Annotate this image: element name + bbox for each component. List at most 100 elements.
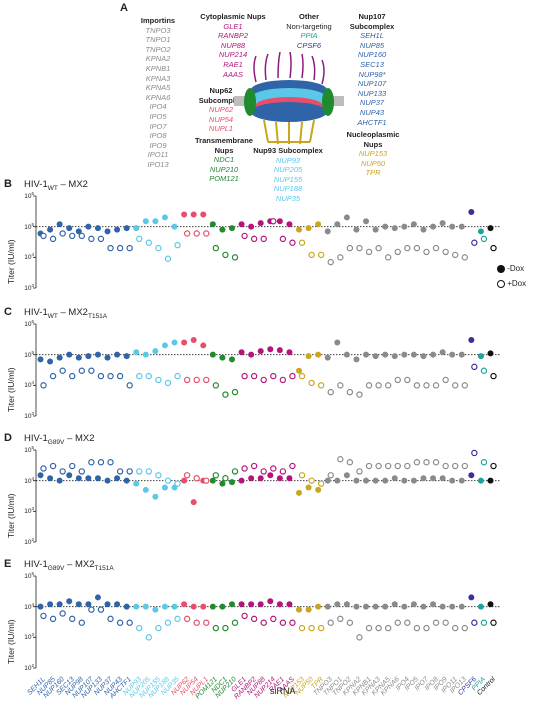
minus-dox-point — [430, 475, 437, 482]
plus-dox-point — [375, 462, 382, 470]
plus-dox-point — [480, 235, 488, 243]
minus-dox-point — [477, 603, 484, 610]
minus-dox-point — [382, 351, 389, 358]
plus-dox-point — [174, 615, 181, 623]
minus-dox-point — [94, 475, 101, 482]
plus-dox-point — [116, 619, 124, 626]
plus-dox-point — [155, 244, 162, 252]
minus-dox-point — [238, 349, 245, 356]
minus-dox-point — [410, 221, 417, 228]
gene-label: NUP133 — [357, 88, 387, 98]
plus-dox-point — [49, 462, 57, 470]
minus-dox-point — [56, 601, 63, 608]
plus-dox-point — [356, 391, 363, 398]
plus-dox-point — [222, 251, 229, 259]
plus-dox-point — [212, 472, 220, 479]
minus-dox-point — [363, 218, 370, 225]
minus-dox-point — [56, 221, 63, 228]
plus-dox-point — [40, 382, 47, 389]
plus-dox-point — [164, 255, 172, 262]
plus-dox-point — [260, 235, 267, 243]
y-tick-label: 104 — [24, 475, 34, 485]
plus-dox-point — [327, 388, 334, 396]
plus-dox-point — [145, 468, 153, 475]
plus-dox-point — [155, 376, 162, 384]
minus-dox-point — [315, 351, 322, 358]
minus-dox-point — [257, 475, 264, 482]
plus-dox-point — [260, 376, 267, 384]
group-title: Transmembrane Nups — [195, 136, 253, 155]
gene-label: SEH1L — [360, 31, 384, 41]
minus-dox-point — [47, 601, 54, 608]
plus-dox-point — [365, 462, 373, 470]
gene-label: TPR — [365, 168, 381, 178]
plus-dox-point — [413, 382, 421, 389]
plus-dox-point — [116, 468, 124, 475]
gene-label: CPSF6 — [296, 40, 322, 50]
nup107-group: Nup107 Subcomplex SEH1L NUP85 NUP160 SEC13 NU… — [340, 12, 404, 127]
gene-label: KPNB1 — [145, 63, 171, 73]
minus-dox-point — [296, 606, 303, 613]
minus-dox-point — [286, 601, 293, 608]
plus-dox-point — [107, 372, 114, 380]
minus-dox-point — [286, 221, 293, 228]
minus-dox-point — [37, 230, 44, 237]
plus-dox-point — [404, 462, 411, 470]
minus-dox-point — [228, 356, 235, 363]
minus-dox-point — [449, 223, 456, 230]
y-axis — [33, 323, 37, 417]
plus-dox-point — [384, 462, 392, 470]
minus-dox-point — [487, 225, 494, 232]
minus-dox-point — [85, 475, 92, 482]
minus-dox-point — [296, 226, 303, 233]
y-tick-label: 106 — [24, 319, 34, 329]
plus-dox-point — [203, 619, 210, 626]
minus-dox-point — [382, 603, 389, 610]
plus-dox-point — [97, 235, 105, 243]
plus-dox-point — [78, 619, 85, 626]
plus-dox-point — [231, 254, 239, 261]
minus-dox-point — [343, 601, 350, 608]
plus-dox-point — [88, 606, 95, 613]
plus-dox-point — [375, 382, 382, 389]
y-tick-label: 103 — [24, 506, 34, 516]
plus-dox-point — [49, 615, 57, 623]
plus-dox-point — [88, 459, 95, 466]
y-tick-label: 103 — [24, 283, 34, 293]
plus-dox-point — [78, 468, 85, 475]
minus-dox-point — [209, 603, 216, 610]
plus-dox-point — [212, 244, 220, 252]
group-subtitle: Non-targeting — [286, 21, 332, 31]
y-axis — [33, 449, 37, 543]
panel-a: Importins TNPO3 TNPO1 TNPO2 KPNA2 KPNB1 KPNA3 K… — [0, 0, 548, 203]
minus-dox-point — [152, 218, 159, 225]
plus-dox-point — [203, 230, 210, 237]
plus-dox-point — [193, 475, 200, 482]
minus-dox-point — [477, 353, 484, 360]
plus-dox-point — [308, 477, 315, 484]
minus-dox-point — [468, 209, 475, 216]
gene-label: NUP107 — [357, 79, 387, 89]
plus-dox-point — [136, 235, 143, 243]
minus-dox-point — [487, 601, 494, 608]
plus-dox-point — [490, 244, 497, 252]
minus-dox-point — [66, 351, 73, 358]
minus-dox-point — [209, 351, 216, 358]
gene-label: KPNA2 — [145, 54, 171, 64]
minus-dox-point — [334, 477, 341, 484]
plus-dox-point — [270, 218, 277, 225]
plus-dox-point — [59, 610, 66, 617]
cytoplasmic-nups-group: Cytoplasmic Nups GLE1 RANBP2 NUP88 NUP214 RAE… — [188, 12, 278, 79]
plus-dox-point — [490, 462, 497, 470]
minus-dox-point — [334, 221, 341, 228]
minus-dox-point — [114, 226, 121, 233]
minus-dox-point — [439, 475, 446, 482]
minus-dox-point — [276, 347, 283, 354]
minus-dox-point — [353, 356, 360, 363]
minus-dox-point — [458, 351, 465, 358]
plus-dox-point — [298, 624, 306, 632]
minus-dox-point — [190, 337, 197, 344]
gene-label: NUP37 — [359, 98, 385, 108]
y-axis-label: Titer (IU/ml) — [6, 619, 16, 664]
minus-dox-point — [248, 601, 255, 608]
